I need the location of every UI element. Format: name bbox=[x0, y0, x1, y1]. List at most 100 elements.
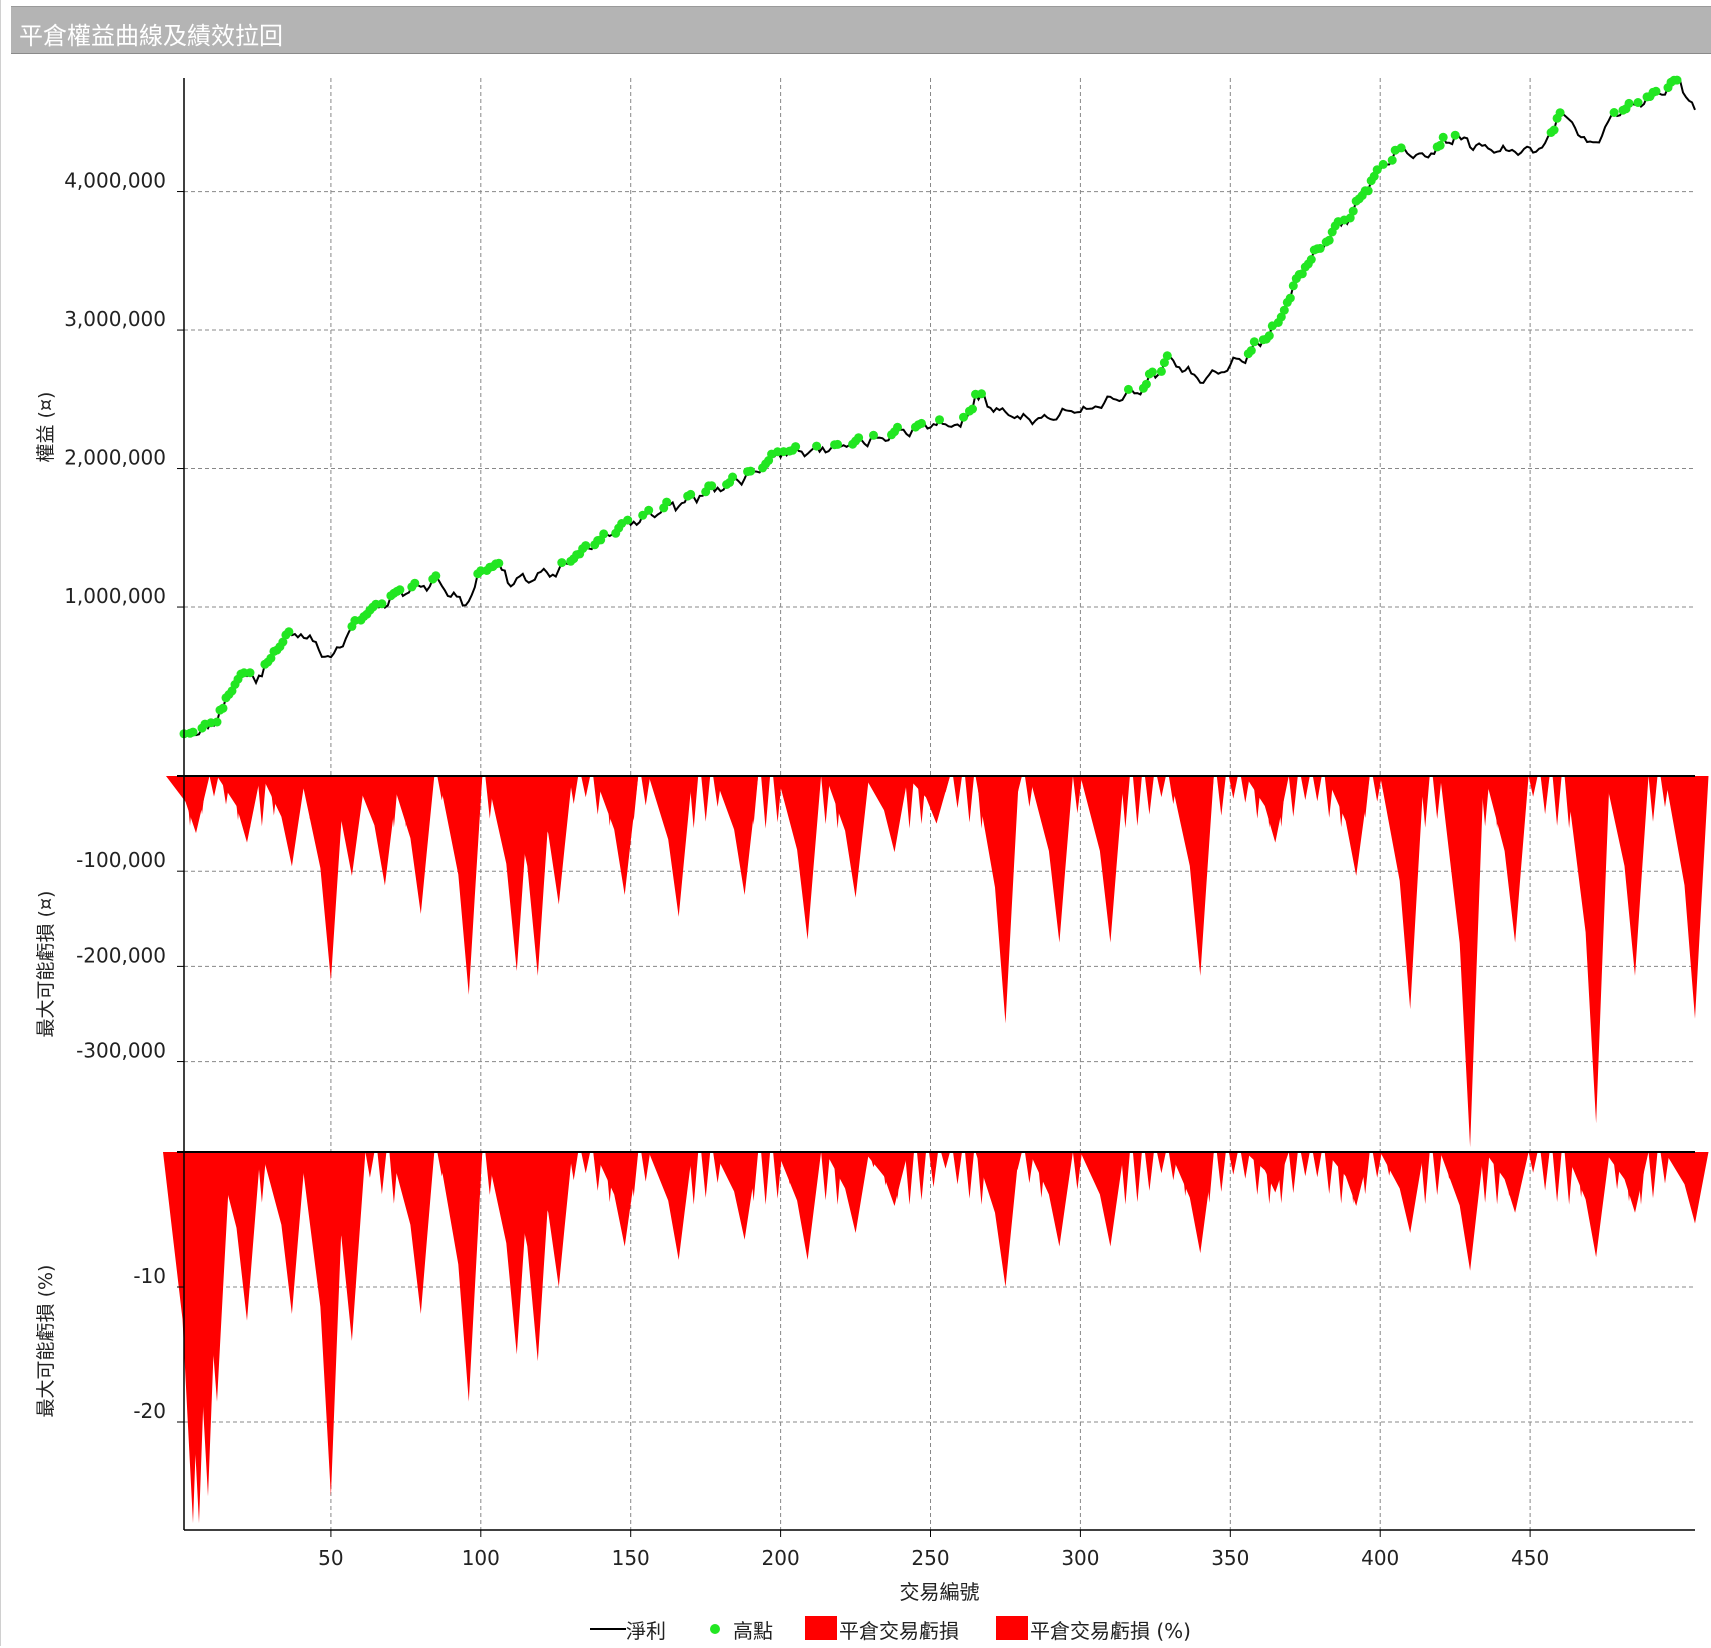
drawdown-abs-spike-minor bbox=[785, 776, 795, 809]
drawdown-pct-spike-minor bbox=[1372, 1152, 1382, 1178]
legend: 淨利 高點 平倉交易虧損 平倉交易虧損 (%) bbox=[0, 1613, 1711, 1643]
drawdown-pct-spike-minor bbox=[977, 1152, 986, 1205]
drawdown-abs-spike-minor bbox=[809, 776, 819, 811]
high-marker bbox=[1633, 98, 1643, 107]
drawdown-pct-spike-minor bbox=[617, 1152, 627, 1205]
drawdown-abs-spike-minor bbox=[953, 776, 962, 809]
drawdown-abs-spike-minor bbox=[1144, 776, 1154, 815]
drawdown-pct-spike bbox=[507, 1152, 552, 1362]
drawdown-pct-spike-minor bbox=[1504, 1152, 1514, 1197]
drawdown-pct-y-axis-title: 最大可能虧損 (%) bbox=[35, 1265, 57, 1418]
drawdown-pct-spike-minor bbox=[1552, 1152, 1562, 1203]
drawdown-pct-spike-minor bbox=[221, 1152, 231, 1181]
drawdown-abs-spike-minor bbox=[773, 776, 783, 823]
high-marker bbox=[1288, 281, 1298, 291]
drawdown-abs-spike bbox=[594, 776, 639, 895]
drawdown-abs-spike-minor bbox=[1612, 776, 1622, 814]
y-tick-label: -200,000 bbox=[76, 943, 166, 967]
y-tick-label: 3,000,000 bbox=[64, 307, 166, 331]
high-marker bbox=[893, 422, 902, 432]
drawdown-abs-spike bbox=[1665, 776, 1709, 1019]
drawdown-pct-spike-minor bbox=[305, 1152, 315, 1196]
drawdown-pct-spike-minor bbox=[833, 1152, 843, 1205]
drawdown-abs-spike-minor bbox=[641, 776, 651, 806]
drawdown-pct-spike-minor bbox=[1168, 1152, 1178, 1181]
drawdown-abs-spike-minor bbox=[869, 776, 878, 792]
high-marker bbox=[1672, 75, 1682, 85]
high-marker bbox=[377, 599, 387, 609]
drawdown-pct-spike-minor bbox=[989, 1152, 998, 1201]
drawdown-abs-spike-minor bbox=[545, 776, 555, 828]
drawdown-abs-spike-minor bbox=[1384, 776, 1394, 800]
drawdown-pct-spike bbox=[1566, 1152, 1610, 1258]
drawdown-abs-spike bbox=[1566, 776, 1610, 1124]
line-swatch-icon bbox=[590, 1628, 626, 1630]
high-marker bbox=[1315, 243, 1325, 253]
drawdown-abs-spike-minor bbox=[581, 776, 591, 798]
drawdown-abs-spike-minor bbox=[221, 776, 231, 805]
high-marker bbox=[431, 571, 441, 581]
drawdown-abs-spike-minor bbox=[1540, 776, 1550, 815]
drawdown-pct-spike-minor bbox=[1492, 1152, 1502, 1205]
drawdown-abs-spike-minor bbox=[1072, 776, 1082, 814]
drawdown-abs-spike-minor bbox=[1228, 776, 1238, 799]
drawdown-pct-spike-minor bbox=[1228, 1152, 1238, 1175]
drawdown-pct-spike bbox=[261, 1152, 306, 1314]
drawdown-abs-spike bbox=[438, 776, 483, 995]
drawdown-abs-spike-minor bbox=[1588, 776, 1598, 806]
drawdown-pct-spike bbox=[975, 1152, 1019, 1287]
drawdown-pct-spike-minor bbox=[389, 1152, 399, 1204]
high-marker bbox=[218, 703, 228, 713]
drawdown-abs-spike-minor bbox=[1084, 776, 1094, 796]
drawdown-abs-spike-minor bbox=[449, 776, 459, 817]
high-marker bbox=[1276, 312, 1286, 322]
drawdown-abs-spike-minor bbox=[377, 776, 387, 819]
drawdown-pct-spike-minor bbox=[809, 1152, 819, 1188]
high-marker bbox=[812, 441, 822, 451]
drawdown-abs-spike-minor bbox=[473, 776, 483, 828]
drawdown-abs-spike-minor bbox=[701, 776, 711, 822]
drawdown-abs-spike-minor bbox=[1396, 776, 1406, 817]
high-marker bbox=[959, 412, 968, 422]
drawdown-pct-spike-minor bbox=[1204, 1152, 1214, 1203]
drawdown-pct-spike-minor bbox=[257, 1152, 267, 1203]
drawdown-abs-spike bbox=[166, 776, 210, 834]
drawdown-abs-spike-minor bbox=[1060, 776, 1070, 826]
high-marker bbox=[977, 389, 986, 399]
drawdown-pct-spike-minor bbox=[473, 1152, 483, 1204]
drawdown-abs-spike-minor bbox=[881, 776, 890, 810]
equity-polyline bbox=[183, 79, 1696, 737]
drawdown-abs-spike-minor bbox=[617, 776, 627, 829]
drawdown-abs-spike-minor bbox=[1480, 776, 1490, 827]
drawdown-abs-spike-minor bbox=[569, 776, 579, 804]
drawdown-abs-spike-minor bbox=[689, 776, 699, 829]
drawdown-pct-spike-minor bbox=[209, 1152, 219, 1173]
drawdown-abs-spike-minor bbox=[749, 776, 759, 825]
drawdown-abs-spike-minor bbox=[233, 776, 243, 821]
legend-item-drawdown: 平倉交易虧損 bbox=[805, 1613, 959, 1643]
drawdown-abs-spike bbox=[1485, 776, 1529, 943]
drawdown-abs-spike-minor bbox=[1648, 776, 1658, 822]
drawdown-pct-spike-minor bbox=[881, 1152, 890, 1186]
drawdown-pct-spike-minor bbox=[1072, 1152, 1082, 1190]
drawdown-abs-spike-minor bbox=[257, 776, 267, 827]
drawdown-pct-spike-minor bbox=[485, 1152, 495, 1195]
drawdown-pct-spike-minor bbox=[1624, 1152, 1634, 1202]
drawdown-abs-spike bbox=[1170, 776, 1214, 976]
drawdown-pct-spike-minor bbox=[1480, 1152, 1490, 1203]
drawdown-pct-spike-minor bbox=[1060, 1152, 1070, 1202]
drawdown-abs-spike-minor bbox=[1240, 776, 1250, 803]
high-marker bbox=[854, 433, 864, 443]
high-marker bbox=[1438, 132, 1448, 142]
high-markers bbox=[179, 75, 1682, 739]
legend-item-net-profit: 淨利 bbox=[590, 1613, 666, 1643]
drawdown-abs-spike-minor bbox=[929, 776, 938, 811]
high-marker bbox=[245, 668, 255, 678]
x-tick-label: 250 bbox=[911, 1546, 949, 1570]
high-marker bbox=[266, 653, 276, 663]
drawdown-abs-spike-minor bbox=[905, 776, 914, 829]
drawdown-abs-spike-minor bbox=[1024, 776, 1034, 807]
drawdown-pct-spike-minor bbox=[1684, 1152, 1694, 1188]
drawdown-abs-spike bbox=[1029, 776, 1073, 943]
drawdown-pct-spike-minor bbox=[917, 1152, 926, 1201]
